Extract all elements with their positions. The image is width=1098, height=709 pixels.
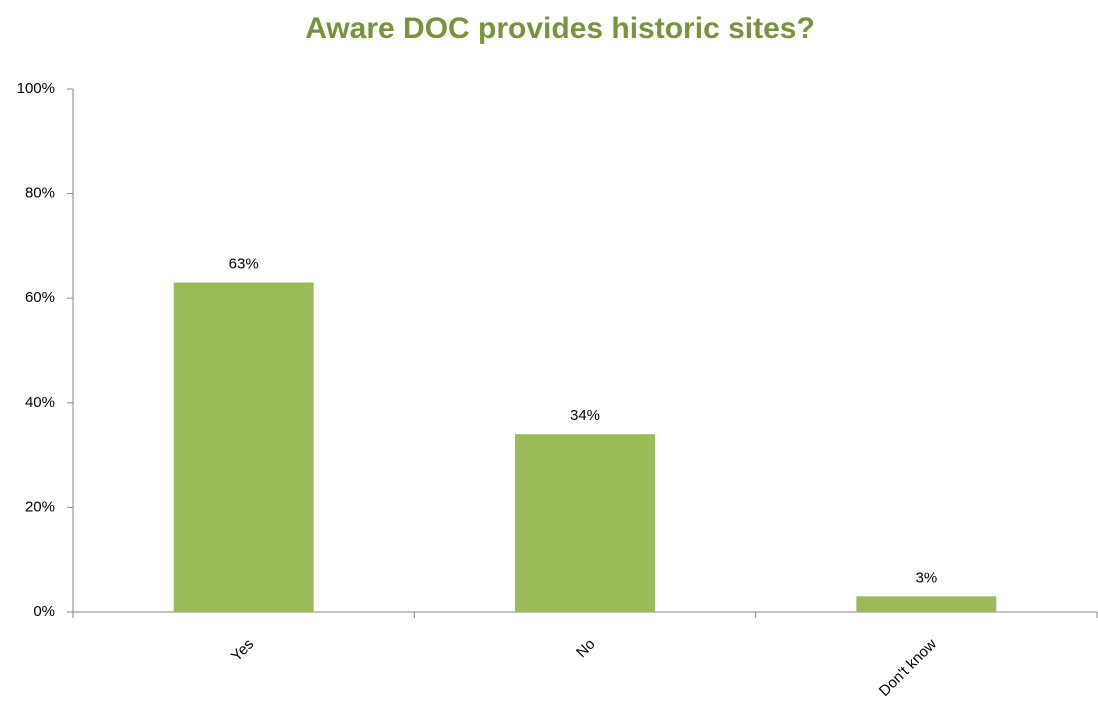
x-tick-label: Yes: [228, 636, 257, 665]
y-tick-label: 20%: [25, 498, 55, 515]
x-tick-label: No: [573, 636, 599, 662]
x-tick-label: Don't know: [876, 635, 940, 699]
y-tick-label: 0%: [33, 603, 55, 620]
y-tick-label: 100%: [17, 80, 55, 97]
chart-title: Aware DOC provides historic sites?: [305, 12, 815, 45]
bar: [856, 596, 997, 612]
data-label: 34%: [570, 407, 600, 424]
data-label: 63%: [229, 255, 259, 272]
bar: [515, 434, 655, 612]
y-tick-label: 80%: [25, 185, 55, 202]
bar: [173, 282, 314, 612]
data-label: 3%: [915, 569, 937, 586]
y-tick-label: 40%: [25, 394, 55, 411]
y-tick-label: 60%: [25, 289, 55, 306]
